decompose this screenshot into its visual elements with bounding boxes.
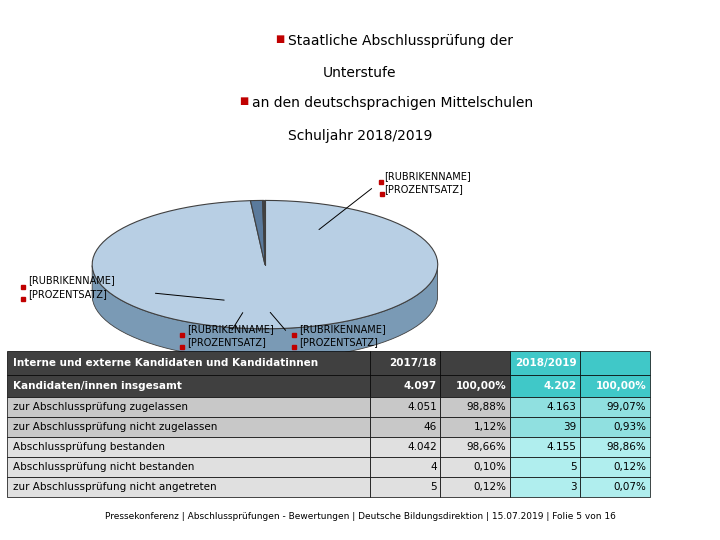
FancyBboxPatch shape xyxy=(370,417,440,437)
FancyBboxPatch shape xyxy=(370,375,440,397)
Text: Unterstufe: Unterstufe xyxy=(323,66,397,80)
Text: 4.042: 4.042 xyxy=(407,442,437,452)
Text: [PROZENTSATZ]: [PROZENTSATZ] xyxy=(300,338,379,347)
Text: 39: 39 xyxy=(563,422,577,432)
FancyBboxPatch shape xyxy=(7,397,370,417)
FancyBboxPatch shape xyxy=(440,437,510,457)
Text: 0,12%: 0,12% xyxy=(474,482,507,492)
FancyBboxPatch shape xyxy=(7,457,370,477)
Text: Interne und externe Kandidaten und Kandidatinnen: Interne und externe Kandidaten und Kandi… xyxy=(13,358,318,368)
Text: 98,66%: 98,66% xyxy=(467,442,507,452)
Polygon shape xyxy=(263,200,265,265)
FancyBboxPatch shape xyxy=(7,477,370,497)
FancyBboxPatch shape xyxy=(510,437,580,457)
FancyBboxPatch shape xyxy=(510,457,580,477)
Text: 0,93%: 0,93% xyxy=(613,422,647,432)
Text: Kandidaten/innen insgesamt: Kandidaten/innen insgesamt xyxy=(13,381,181,391)
Text: 98,88%: 98,88% xyxy=(467,402,507,412)
Text: zur Abschlussprüfung nicht angetreten: zur Abschlussprüfung nicht angetreten xyxy=(13,482,217,492)
FancyBboxPatch shape xyxy=(440,351,510,375)
FancyBboxPatch shape xyxy=(510,477,580,497)
Text: 4.163: 4.163 xyxy=(546,402,577,412)
Text: [RUBRIKENNAME]: [RUBRIKENNAME] xyxy=(28,275,115,286)
Text: 3: 3 xyxy=(570,482,577,492)
FancyBboxPatch shape xyxy=(440,397,510,417)
FancyBboxPatch shape xyxy=(440,457,510,477)
FancyBboxPatch shape xyxy=(370,457,440,477)
Polygon shape xyxy=(251,200,265,265)
Text: 1,12%: 1,12% xyxy=(474,422,507,432)
Text: 0,10%: 0,10% xyxy=(474,462,507,472)
FancyBboxPatch shape xyxy=(580,351,649,375)
FancyBboxPatch shape xyxy=(510,351,580,375)
FancyBboxPatch shape xyxy=(370,397,440,417)
FancyBboxPatch shape xyxy=(580,417,649,437)
Text: 4.202: 4.202 xyxy=(544,381,577,391)
Text: Abschlussprüfung nicht bestanden: Abschlussprüfung nicht bestanden xyxy=(13,462,194,472)
Text: [PROZENTSATZ]: [PROZENTSATZ] xyxy=(187,338,266,347)
FancyBboxPatch shape xyxy=(510,375,580,397)
Text: Pressekonferenz | Abschlussprüfungen - Bewertungen | Deutsche Bildungsdirektion : Pressekonferenz | Abschlussprüfungen - B… xyxy=(104,512,616,521)
Text: 100,00%: 100,00% xyxy=(456,381,507,391)
Text: 2018/2019: 2018/2019 xyxy=(515,358,577,368)
Text: zur Abschlussprüfung nicht zugelassen: zur Abschlussprüfung nicht zugelassen xyxy=(13,422,217,432)
FancyBboxPatch shape xyxy=(440,375,510,397)
FancyBboxPatch shape xyxy=(580,477,649,497)
Text: 4.051: 4.051 xyxy=(407,402,437,412)
Text: 100,00%: 100,00% xyxy=(595,381,647,391)
Text: [RUBRIKENNAME]: [RUBRIKENNAME] xyxy=(187,323,274,334)
Text: [RUBRIKENNAME]: [RUBRIKENNAME] xyxy=(384,171,471,181)
Text: 2017/18: 2017/18 xyxy=(390,358,437,368)
Text: ■: ■ xyxy=(275,33,284,44)
Text: an den deutschsprachigen Mittelschulen: an den deutschsprachigen Mittelschulen xyxy=(252,96,533,110)
Text: [PROZENTSATZ]: [PROZENTSATZ] xyxy=(384,184,463,194)
Text: 5: 5 xyxy=(430,482,437,492)
Polygon shape xyxy=(264,200,265,265)
Text: 0,12%: 0,12% xyxy=(613,462,647,472)
FancyBboxPatch shape xyxy=(7,351,370,375)
FancyBboxPatch shape xyxy=(440,477,510,497)
FancyBboxPatch shape xyxy=(7,437,370,457)
FancyBboxPatch shape xyxy=(510,397,580,417)
Text: Abschlussprüfung bestanden: Abschlussprüfung bestanden xyxy=(13,442,165,452)
Text: ■: ■ xyxy=(239,96,248,106)
FancyBboxPatch shape xyxy=(370,437,440,457)
FancyBboxPatch shape xyxy=(580,437,649,457)
FancyBboxPatch shape xyxy=(580,457,649,477)
Text: 99,07%: 99,07% xyxy=(607,402,647,412)
FancyBboxPatch shape xyxy=(510,417,580,437)
Polygon shape xyxy=(92,200,438,329)
Text: [PROZENTSATZ]: [PROZENTSATZ] xyxy=(28,289,107,299)
FancyBboxPatch shape xyxy=(370,351,440,375)
Polygon shape xyxy=(92,266,438,360)
Text: [RUBRIKENNAME]: [RUBRIKENNAME] xyxy=(300,323,386,334)
FancyBboxPatch shape xyxy=(7,375,370,397)
Text: zur Abschlussprüfung zugelassen: zur Abschlussprüfung zugelassen xyxy=(13,402,188,412)
FancyBboxPatch shape xyxy=(440,417,510,437)
FancyBboxPatch shape xyxy=(7,417,370,437)
Text: 5: 5 xyxy=(570,462,577,472)
Text: 0,07%: 0,07% xyxy=(613,482,647,492)
Text: 4.097: 4.097 xyxy=(404,381,437,391)
Text: 98,86%: 98,86% xyxy=(606,442,647,452)
FancyBboxPatch shape xyxy=(580,375,649,397)
Text: 46: 46 xyxy=(423,422,437,432)
FancyBboxPatch shape xyxy=(580,397,649,417)
Text: Quelle: Deutsche Bildungsdirektion: Quelle: Deutsche Bildungsdirektion xyxy=(375,353,524,362)
Text: Schuljahr 2018/2019: Schuljahr 2018/2019 xyxy=(288,129,432,143)
Text: Staatliche Abschlussprüfung der: Staatliche Abschlussprüfung der xyxy=(288,33,513,48)
FancyBboxPatch shape xyxy=(370,477,440,497)
Text: 4: 4 xyxy=(430,462,437,472)
Text: 4.155: 4.155 xyxy=(546,442,577,452)
